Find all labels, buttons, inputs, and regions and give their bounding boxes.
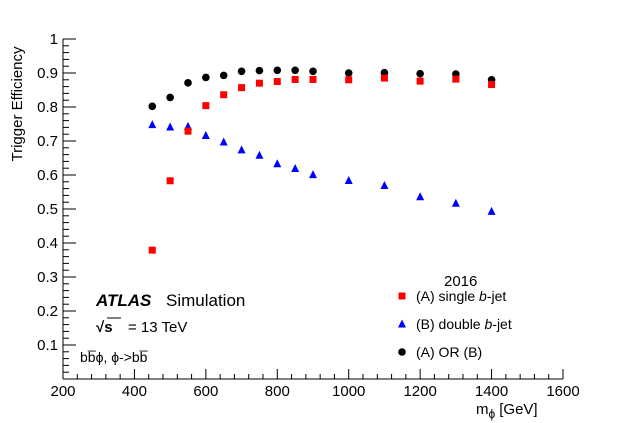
data-point-square	[309, 75, 317, 83]
data-point-square	[273, 78, 281, 85]
data-point-triangle	[219, 137, 228, 146]
data-point-square	[184, 127, 192, 135]
legend: (A) single b-jet (B) double b-jet (A) OR (…	[398, 288, 512, 360]
data-point-circle	[255, 66, 264, 75]
x-tick-label: 1400	[475, 383, 508, 400]
x-tick-label: 600	[193, 383, 218, 400]
y-tick-label: 0.3	[37, 269, 58, 286]
energy-label: = 13 TeV	[128, 319, 187, 336]
data-point-square	[345, 76, 353, 84]
data-point-circle	[344, 69, 353, 77]
series-triangle	[148, 120, 496, 215]
data-point-triangle	[148, 120, 157, 129]
x-minor-ticks	[76, 374, 550, 379]
data-point-square	[291, 75, 299, 83]
data-point-triangle	[291, 164, 300, 173]
y-tick-labels: 0.1 0.2 0.3 0.4 0.5 0.6 0.7 0.8 0.9 1	[37, 31, 58, 354]
y-tick-label: 0.1	[37, 337, 58, 354]
x-tick-label: 1000	[332, 383, 365, 400]
data-point-triangle	[380, 181, 389, 190]
x-axis-title-phi: ϕ	[489, 407, 496, 421]
data-point-triangle	[344, 175, 353, 184]
legend-marker-square	[398, 292, 406, 300]
legend-label: (A) OR (B)	[416, 344, 482, 360]
data-point-circle	[380, 68, 389, 77]
legend-marker-circle	[398, 348, 406, 356]
legend-label: (B) double b-jet	[416, 316, 512, 332]
x-major-ticks	[62, 369, 564, 379]
y-major-ticks	[63, 38, 76, 346]
data-point-square	[416, 77, 424, 85]
data-point-triangle	[451, 198, 460, 207]
y-tick-label: 0.7	[37, 133, 58, 150]
data-point-square	[238, 84, 246, 92]
data-point-circle	[202, 73, 210, 82]
atlas-label: ATLAS	[95, 291, 152, 310]
data-point-circle	[148, 102, 157, 111]
data-point-circle	[309, 67, 317, 76]
simulation-label: Simulation	[166, 291, 245, 310]
legend-title: 2016	[444, 273, 477, 290]
data-point-triangle	[273, 159, 282, 168]
data-point-triangle	[166, 122, 175, 131]
y-tick-label: 0.9	[37, 65, 58, 82]
x-tick-label: 400	[122, 383, 147, 400]
data-point-square	[488, 81, 496, 89]
data-point-square	[148, 246, 156, 254]
y-tick-label: 0.6	[37, 167, 58, 184]
sqrt-s-label: √s	[96, 319, 113, 336]
y-tick-label: 0.4	[37, 235, 58, 252]
data-point-square	[220, 91, 228, 99]
y-axis-title: Trigger Efficiency	[9, 46, 26, 162]
y-tick-label: 1	[50, 31, 58, 48]
legend-label: (A) single b-jet	[416, 288, 506, 304]
x-tick-label: 1600	[546, 383, 579, 400]
data-point-circle	[416, 69, 424, 78]
data-series	[148, 66, 496, 254]
series-circle	[148, 66, 496, 111]
series-square	[148, 74, 496, 254]
data-point-circle	[184, 79, 192, 87]
data-point-triangle	[309, 170, 317, 179]
process-label: bb̅ϕ, ϕ->bb̅	[80, 349, 149, 365]
data-point-circle	[166, 93, 174, 102]
data-point-square	[380, 74, 388, 82]
x-axis-title-unit: [GeV]	[499, 401, 537, 418]
data-point-circle	[219, 71, 228, 80]
x-axis-title-main: m	[476, 401, 489, 418]
data-point-triangle	[487, 206, 496, 215]
x-tick-label: 1200	[403, 383, 436, 400]
data-point-triangle	[201, 131, 210, 140]
data-point-triangle	[237, 145, 246, 154]
data-point-circle	[237, 67, 246, 76]
x-tick-label: 800	[265, 383, 290, 400]
data-point-square	[166, 177, 174, 185]
data-point-square	[255, 79, 263, 87]
data-point-circle	[273, 66, 282, 75]
sqrt-symbol: √	[96, 319, 105, 336]
data-point-circle	[291, 66, 299, 75]
y-tick-label: 0.8	[37, 99, 58, 116]
data-point-square	[202, 102, 210, 110]
y-minor-ticks	[63, 45, 69, 373]
y-tick-label: 0.2	[37, 303, 58, 320]
legend-marker-triangle	[398, 319, 406, 328]
data-point-triangle	[255, 150, 264, 159]
x-tick-labels: 200 400 600 800 1000 1200 1400 1600	[50, 383, 579, 400]
sqrt-var: s	[104, 319, 112, 336]
x-tick-label: 200	[50, 383, 75, 400]
y-tick-label: 0.5	[37, 201, 58, 218]
x-axis-title: mϕ [GeV]	[476, 401, 538, 421]
data-point-square	[452, 75, 460, 83]
data-point-triangle	[416, 192, 425, 201]
